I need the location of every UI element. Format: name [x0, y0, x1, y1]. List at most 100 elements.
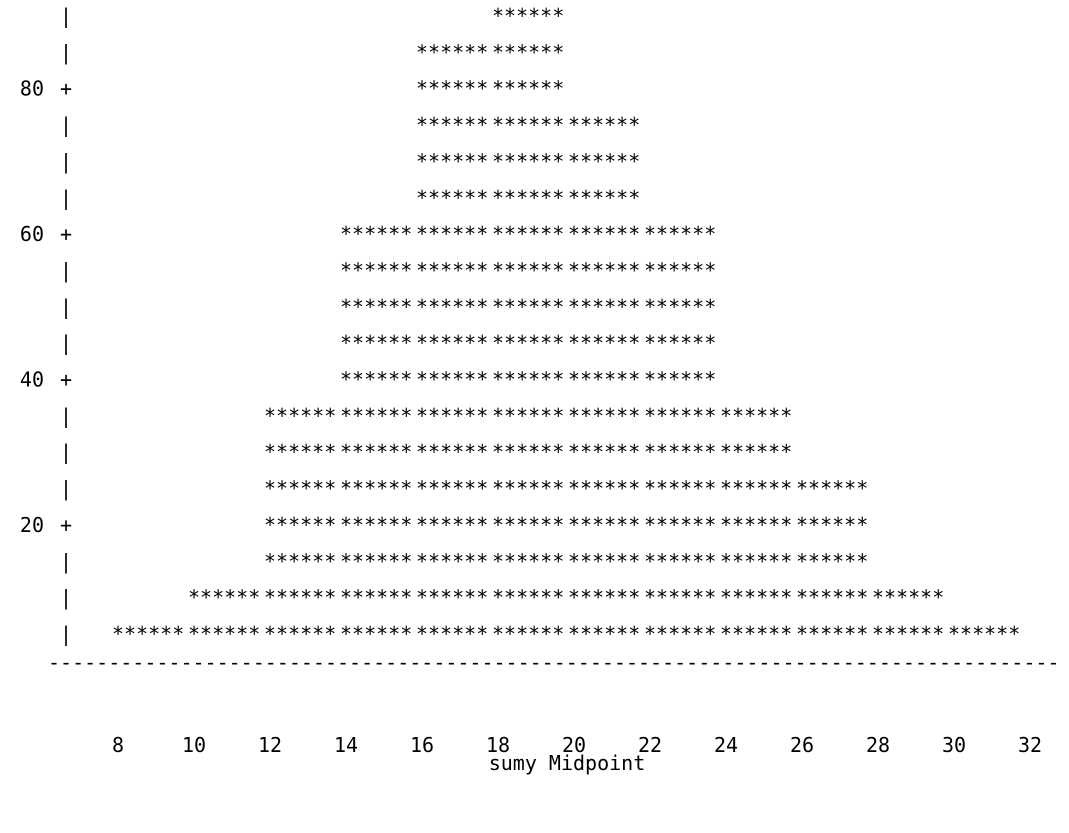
- bar-14-segment: ******: [264, 513, 336, 537]
- y-axis: | | 80 + | | | 60 + | | | 40 + | | | 20 + | | |: [20, 4, 72, 646]
- bar-28-segment: ******: [796, 477, 868, 501]
- bar-20-segment: ******: [492, 368, 564, 392]
- y-tick-marker: +: [60, 77, 72, 101]
- bar-26-segment: ******: [720, 622, 792, 646]
- bar-24-segment: ******: [644, 404, 716, 428]
- bar-20-segment: ******: [492, 295, 564, 319]
- bar-28-segment: ******: [796, 586, 868, 610]
- bar-26-segment: ******: [720, 477, 792, 501]
- bar-18-segment: ******: [416, 40, 488, 64]
- bar-20-segment: ******: [492, 440, 564, 464]
- bar-20-segment: ******: [492, 331, 564, 355]
- bar-18-segment: ******: [416, 295, 488, 319]
- x-axis-baseline: ----------------------------------------…: [48, 650, 1059, 674]
- bar-30-segment: ******: [872, 622, 944, 646]
- bar-16-segment: ******: [340, 368, 412, 392]
- bar-12-segment: ******: [188, 622, 260, 646]
- y-tick-marker: +: [60, 368, 72, 392]
- bar-18-segment: ******: [416, 513, 488, 537]
- bar-14-segment: ******: [264, 477, 336, 501]
- x-tick-label: 16: [410, 733, 434, 757]
- x-tick-label: 10: [182, 733, 206, 757]
- bar-18-segment: ******: [416, 149, 488, 173]
- x-tick-label: 12: [258, 733, 282, 757]
- bar-16-segment: ******: [340, 258, 412, 282]
- bar-20-segment: ******: [492, 549, 564, 573]
- bar-32-segment: ******: [948, 622, 1020, 646]
- bar-20-segment: ******: [492, 222, 564, 246]
- bar-20-segment: ******: [492, 40, 564, 64]
- bar-22-segment: ******: [568, 513, 640, 537]
- y-tick-marker: +: [60, 513, 72, 537]
- bar-22-segment: ******: [568, 477, 640, 501]
- bar-22-segment: ******: [568, 404, 640, 428]
- bar-18-segment: ******: [416, 186, 488, 210]
- bar-20-segment: ******: [492, 113, 564, 137]
- bar-24-segment: ******: [644, 586, 716, 610]
- x-axis-ticks: 8 10 12 14 16 18 20 22 24 26 28 30 32: [112, 733, 1042, 757]
- bar-24-segment: ******: [644, 477, 716, 501]
- bar-16-segment: ******: [340, 222, 412, 246]
- bar-18-segment: ******: [416, 440, 488, 464]
- bar-20-segment: ******: [492, 404, 564, 428]
- bar-14-segment: ******: [264, 586, 336, 610]
- bar-24-segment: ******: [644, 368, 716, 392]
- bar-18-segment: ******: [416, 331, 488, 355]
- bar-22-segment: ******: [568, 331, 640, 355]
- bar-24-segment: ******: [644, 295, 716, 319]
- x-tick-label: 28: [866, 733, 890, 757]
- y-axis-segment: |: [60, 4, 72, 28]
- bar-26-segment: ******: [720, 586, 792, 610]
- bar-16-segment: ******: [340, 549, 412, 573]
- y-axis-segment: |: [60, 622, 72, 646]
- bar-22-segment: ******: [568, 622, 640, 646]
- bar-20-segment: ******: [492, 186, 564, 210]
- y-tick-label: 80: [20, 77, 44, 101]
- y-axis-segment: |: [60, 258, 72, 282]
- bar-24-segment: ******: [644, 331, 716, 355]
- y-tick-marker: +: [60, 222, 72, 246]
- bar-12-segment: ******: [188, 586, 260, 610]
- x-tick-label: 14: [334, 733, 358, 757]
- y-axis-segment: |: [60, 186, 72, 210]
- bar-16-segment: ******: [340, 513, 412, 537]
- bar-24-segment: ******: [644, 222, 716, 246]
- bar-26-segment: ******: [720, 440, 792, 464]
- x-tick-label: 32: [1018, 733, 1042, 757]
- bar-20-segment: ******: [492, 77, 564, 101]
- bar-18-segment: ******: [416, 404, 488, 428]
- x-axis-line: ----------------------------------------…: [48, 650, 1059, 674]
- y-axis-segment: |: [60, 549, 72, 573]
- bar-20-segment: ******: [492, 622, 564, 646]
- bar-16-segment: ******: [340, 622, 412, 646]
- bar-22-segment: ******: [568, 368, 640, 392]
- bar-20-segment: ******: [492, 513, 564, 537]
- bar-26-segment: ******: [720, 404, 792, 428]
- bar-20-segment: ******: [492, 477, 564, 501]
- bar-16-segment: ******: [340, 586, 412, 610]
- bar-24-segment: ******: [644, 549, 716, 573]
- bar-24-segment: ******: [644, 440, 716, 464]
- bar-20-segment: ******: [492, 149, 564, 173]
- bar-22-segment: ******: [568, 113, 640, 137]
- y-axis-segment: |: [60, 295, 72, 319]
- x-tick-label: 30: [942, 733, 966, 757]
- bar-28-segment: ******: [796, 622, 868, 646]
- bar-20-segment: ******: [492, 258, 564, 282]
- bar-22-segment: ******: [568, 222, 640, 246]
- x-tick-label: 26: [790, 733, 814, 757]
- bar-24-segment: ******: [644, 622, 716, 646]
- bar-14-segment: ******: [264, 549, 336, 573]
- bar-22-segment: ******: [568, 586, 640, 610]
- bar-14-segment: ******: [264, 440, 336, 464]
- y-axis-segment: |: [60, 404, 72, 428]
- y-tick-label: 60: [20, 222, 44, 246]
- bar-14-segment: ******: [264, 622, 336, 646]
- y-axis-segment: |: [60, 331, 72, 355]
- bar-18-segment: ******: [416, 586, 488, 610]
- bar-28-segment: ******: [796, 549, 868, 573]
- x-axis-label: sumy Midpoint: [489, 751, 646, 775]
- y-tick-label: 40: [20, 368, 44, 392]
- bar-18-segment: ******: [416, 368, 488, 392]
